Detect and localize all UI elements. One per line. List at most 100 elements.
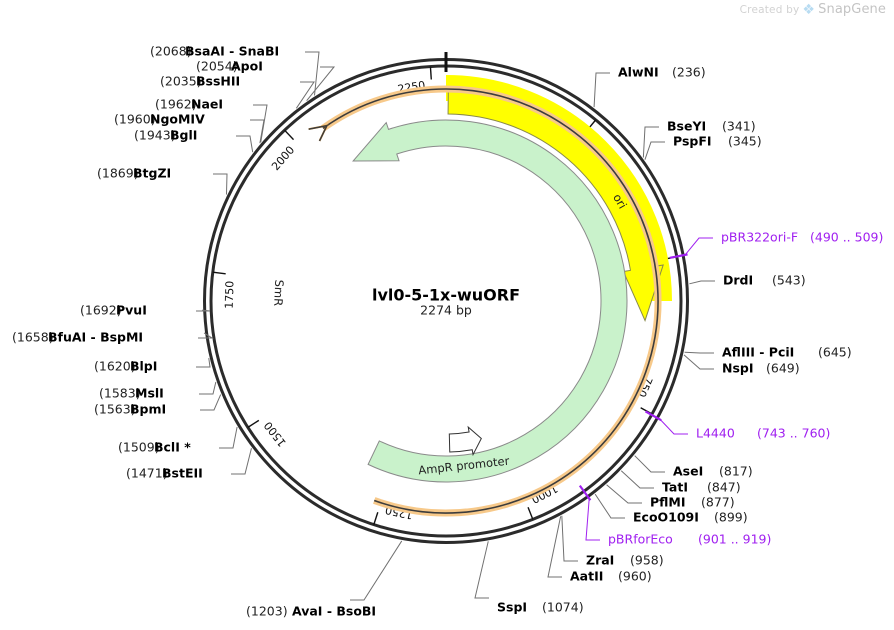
site-position: (1960) <box>114 112 156 127</box>
leader-line <box>659 418 688 435</box>
site-name: BstEII <box>162 466 203 481</box>
leader-lines <box>196 51 715 601</box>
leader-line <box>561 515 578 562</box>
leader-line <box>683 354 714 370</box>
site-name: AlwNI <box>618 65 659 80</box>
leader-line <box>620 470 654 489</box>
site-name: EcoO109I <box>633 510 699 525</box>
left-site-labels: (2068)BsaAI - SnaBI(2054)ApoI (2035)BssHI… <box>12 44 279 481</box>
site-name: BglI <box>170 128 197 143</box>
site-position: (645) <box>818 345 852 360</box>
ruler-tick-label: 2000 <box>269 143 297 173</box>
site-position: (1869) <box>97 166 139 181</box>
site-position: (2054) <box>196 59 238 74</box>
site-name: AatII <box>570 569 603 584</box>
site-position: (1509) <box>118 440 160 455</box>
feature-smr[interactable]: SmR <box>271 119 628 483</box>
site-position: (1583) <box>99 386 141 401</box>
leader-line <box>594 493 625 519</box>
ruler-tick <box>284 129 295 141</box>
leader-line <box>474 541 489 599</box>
site-position: (236) <box>672 65 706 80</box>
leader-line <box>213 173 228 195</box>
site-position: (1074) <box>542 600 584 615</box>
primer-mark[interactable] <box>644 410 662 422</box>
primer-name: L4440 <box>696 426 735 441</box>
site-position: (2035) <box>160 74 202 89</box>
site-name: AseI <box>673 464 703 479</box>
leaf-icon: ❖ <box>802 1 816 18</box>
watermark-brand: SnapGene <box>818 2 886 17</box>
site-name: BsaAI - SnaBI <box>185 44 279 59</box>
primer-name: pBRforEco <box>608 532 673 547</box>
site-position: (1620) <box>94 359 136 374</box>
site-position: (1658) <box>12 330 54 345</box>
leader-line <box>196 358 211 368</box>
leader-line <box>684 351 714 354</box>
site-position: (1471) <box>126 466 168 481</box>
page-title: lvl0-5-1x-wuORF <box>372 286 520 305</box>
site-position: (341) <box>722 119 756 134</box>
ruler-tick <box>429 66 432 80</box>
snapgene-watermark: Created by ❖ SnapGene <box>740 2 886 17</box>
right-site-labels: AlwNI (236) BseYI (341) PspFI (345) DrdI (543) A… <box>570 65 852 584</box>
leader-line <box>689 280 715 285</box>
site-position: (345) <box>728 134 762 149</box>
site-name: BfuAI - BspMI <box>48 330 143 345</box>
leader-line <box>634 455 665 473</box>
site-position: (877) <box>701 495 735 510</box>
leader-line <box>644 141 665 160</box>
leader-line <box>593 72 610 108</box>
leader-line <box>606 484 642 504</box>
ruler-tick <box>527 507 534 520</box>
primer-mark[interactable] <box>578 484 592 501</box>
site-name: ZraI <box>586 553 614 568</box>
site-name: NgoMIV <box>150 112 205 127</box>
watermark-prefix: Created by <box>739 3 800 16</box>
site-position: (1943) <box>134 128 176 143</box>
site-name: MslI <box>135 386 164 401</box>
site-name: BseYI <box>667 119 706 134</box>
site-name: SspI <box>497 600 527 615</box>
leader-line <box>305 51 320 96</box>
leader-line <box>642 126 659 158</box>
site-position: (2068) <box>150 44 192 59</box>
primer-labels: pBR322ori-F (490 .. 509) L4440 (743 .. 760)… <box>608 230 883 547</box>
plasmid-size: 2274 bp <box>420 303 472 318</box>
site-name: BclI * <box>154 440 191 455</box>
site-name: DrdI <box>723 273 753 288</box>
leader-line <box>198 332 214 339</box>
leader-line <box>199 381 217 395</box>
ruler-tick <box>373 512 379 525</box>
site-name: AvaI - BsoBI <box>292 604 376 619</box>
leader-line <box>547 516 562 578</box>
site-position: (847) <box>707 480 741 495</box>
site-position: (958) <box>630 553 664 568</box>
site-name: BssHII <box>196 74 240 89</box>
orange-annotation-track <box>308 85 662 517</box>
leader-line <box>295 81 315 109</box>
site-position: (1962) <box>155 97 197 112</box>
primer-range: (901 .. 919) <box>698 532 771 547</box>
site-position: (1563) <box>94 402 136 417</box>
site-position: (817) <box>719 464 753 479</box>
primer-name: pBR322ori-F <box>721 230 798 245</box>
leader-line <box>200 394 222 411</box>
ruler-tick-label: 1500 <box>261 419 288 449</box>
leader-line <box>236 135 254 153</box>
site-position: (960) <box>618 569 652 584</box>
leader-line <box>350 540 403 601</box>
primer-range: (743 .. 760) <box>757 426 830 441</box>
ruler-tick <box>247 419 260 428</box>
leader-line <box>585 498 600 541</box>
feature-label-ori: ori <box>610 191 630 211</box>
site-name: PflMI <box>650 495 686 510</box>
site-name: BpmI <box>130 402 166 417</box>
leader-line <box>219 426 238 449</box>
plasmid-title-group: lvl0-5-1x-wuORF 2274 bp <box>372 286 520 318</box>
leader-line <box>253 104 268 143</box>
site-name: BtgZI <box>133 166 171 181</box>
primer-mark[interactable] <box>669 253 688 259</box>
ruler-tick-label: 1750 <box>223 281 237 309</box>
